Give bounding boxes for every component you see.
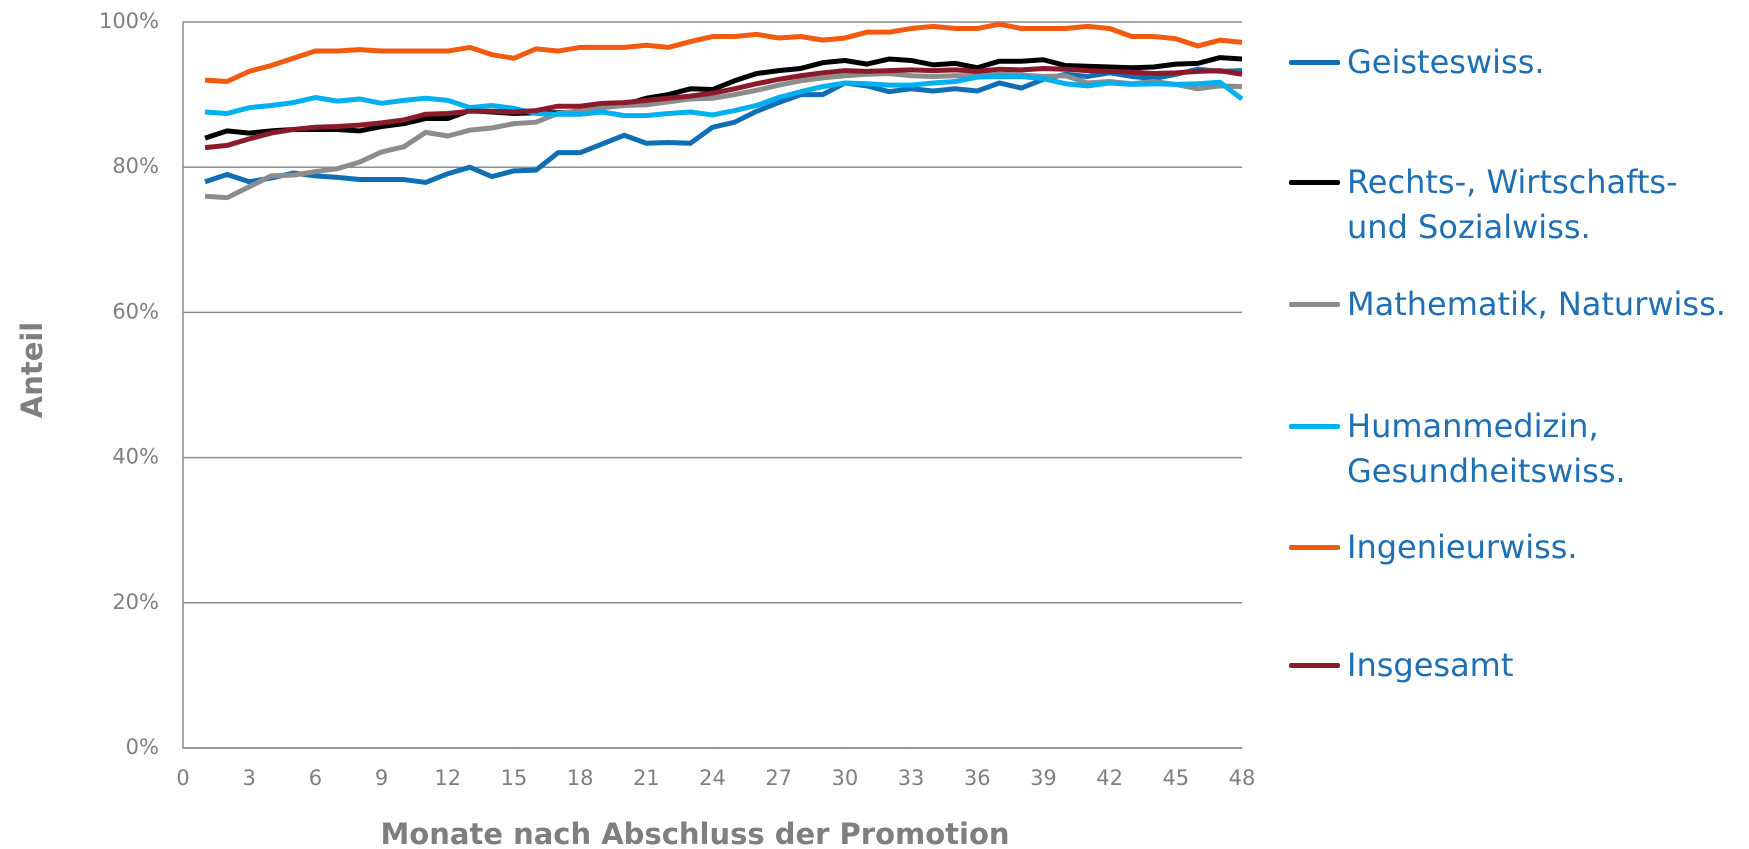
x-tick-label: 3 bbox=[243, 766, 256, 790]
x-tick-label: 21 bbox=[633, 766, 660, 790]
legend-label: Rechts-, Wirtschafts- und Sozialwiss. bbox=[1347, 163, 1678, 246]
legend-swatch bbox=[1289, 302, 1340, 307]
y-tick-label: 0% bbox=[126, 735, 159, 759]
legend-label: Insgesamt bbox=[1347, 646, 1514, 684]
x-tick-label: 18 bbox=[567, 766, 594, 790]
legend-swatch bbox=[1289, 60, 1340, 65]
series-line bbox=[204, 55, 1243, 141]
y-tick-label: 80% bbox=[112, 154, 159, 178]
x-tick-label: 42 bbox=[1096, 766, 1123, 790]
x-tick-label: 12 bbox=[434, 766, 461, 790]
legend-label: Ingenieurwiss. bbox=[1347, 528, 1578, 566]
x-tick-label: 48 bbox=[1229, 766, 1256, 790]
series-line bbox=[204, 73, 1244, 119]
x-tick-label: 45 bbox=[1162, 766, 1189, 790]
x-tick-label: 36 bbox=[964, 766, 991, 790]
legend-swatch bbox=[1289, 663, 1340, 668]
legend-label: Humanmedizin, Gesundheitswiss. bbox=[1347, 407, 1626, 490]
legend-label: Geisteswiss. bbox=[1347, 43, 1545, 81]
x-tick-label: 39 bbox=[1030, 766, 1057, 790]
x-axis-title: Monate nach Abschluss der Promotion bbox=[380, 817, 1009, 849]
x-tick-label: 24 bbox=[699, 766, 726, 790]
x-tick-label: 6 bbox=[309, 766, 322, 790]
legend-swatch bbox=[1289, 545, 1340, 550]
y-tick-label: 20% bbox=[112, 590, 159, 614]
x-tick-label: 15 bbox=[501, 766, 528, 790]
y-axis-title: Anteil bbox=[15, 322, 49, 419]
x-tick-label: 30 bbox=[832, 766, 859, 790]
y-tick-label: 60% bbox=[112, 299, 159, 323]
legend-label: Mathematik, Naturwiss. bbox=[1347, 285, 1726, 323]
y-tick-label: 40% bbox=[112, 445, 159, 469]
x-tick-label: 9 bbox=[375, 766, 388, 790]
series-line bbox=[204, 65, 1243, 151]
y-tick-label: 100% bbox=[99, 9, 159, 33]
x-tick-label: 0 bbox=[176, 766, 189, 790]
series-line bbox=[204, 21, 1243, 85]
x-tick-label: 33 bbox=[898, 766, 925, 790]
legend-swatch bbox=[1289, 424, 1340, 429]
legend-swatch bbox=[1289, 180, 1340, 185]
x-tick-label: 27 bbox=[765, 766, 792, 790]
series-line bbox=[204, 71, 1243, 201]
